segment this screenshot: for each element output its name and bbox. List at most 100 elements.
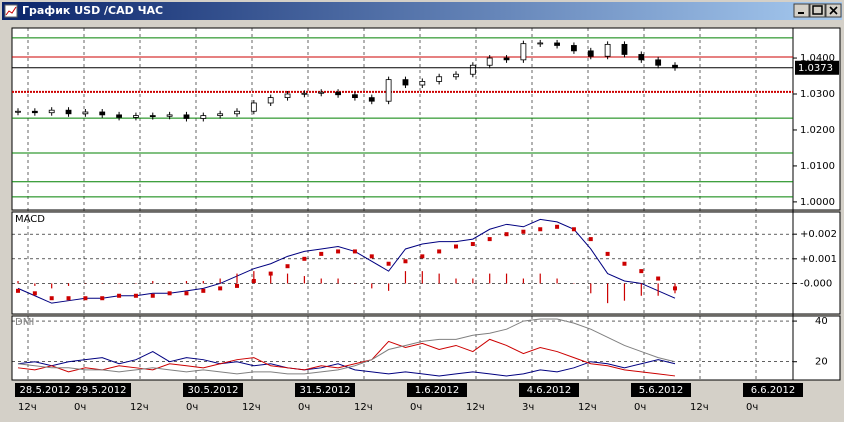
candle	[638, 54, 645, 61]
histogram-bar	[590, 283, 592, 294]
window-icon-line	[5, 6, 17, 16]
y-tick-label: 1.0300	[800, 89, 835, 100]
signal-dot	[352, 249, 357, 254]
y-tick-label: +0.001	[800, 254, 837, 265]
signal-dot	[403, 259, 408, 264]
candle	[65, 109, 72, 115]
last-price-label: 1.0373	[798, 63, 833, 74]
date-label: 5.6.2012	[639, 385, 684, 396]
histogram-bar	[539, 273, 541, 284]
title-bar	[2, 2, 842, 20]
date-label-box	[519, 383, 579, 397]
date-label-box	[15, 383, 75, 397]
candle	[571, 45, 577, 52]
y-tick-label: -0.000	[800, 278, 832, 289]
candle	[520, 43, 527, 61]
candle	[133, 115, 139, 118]
date-label: 1.6.2012	[415, 385, 460, 396]
signal-dot	[218, 286, 223, 291]
y-tick-label: 1.0400	[800, 53, 835, 64]
plot-layer	[12, 28, 793, 380]
candle	[402, 79, 409, 86]
signal-dot	[336, 249, 341, 254]
histogram-bar	[219, 278, 221, 284]
candle	[352, 94, 358, 99]
time-label: 12ч	[242, 402, 261, 413]
candle	[318, 91, 325, 94]
histogram-bar	[337, 278, 339, 284]
histogram-bar	[270, 273, 272, 284]
histogram-bar	[84, 283, 86, 284]
macd-line	[17, 218, 676, 304]
minimize-button[interactable]	[793, 3, 810, 18]
histogram-bar	[101, 283, 103, 284]
candle	[217, 113, 224, 116]
candle	[166, 114, 173, 117]
window-buttons[interactable]	[793, 3, 842, 18]
price-panel	[11, 27, 841, 211]
histogram-bar	[388, 283, 390, 291]
histogram-bar	[34, 283, 36, 286]
candle	[82, 111, 89, 115]
signal-dot	[319, 251, 324, 256]
panel-title: DMI	[15, 317, 34, 328]
signal-dot	[639, 269, 644, 274]
signal-dot	[184, 291, 189, 296]
time-label: 12ч	[690, 402, 709, 413]
signal-dot	[588, 237, 593, 242]
candle	[200, 115, 207, 119]
candle	[284, 93, 291, 99]
dmi-line	[17, 350, 676, 377]
histogram-bar	[623, 283, 626, 301]
signal-dot	[32, 291, 37, 296]
candle	[335, 91, 341, 96]
signal-dot	[133, 293, 138, 298]
candle	[621, 43, 628, 55]
candle	[469, 64, 476, 75]
histogram-bar	[253, 271, 255, 284]
date-label: 31.5.2012	[300, 385, 351, 396]
candle	[436, 76, 443, 82]
date-label: 6.6.2012	[751, 385, 796, 396]
time-label: 0ч	[298, 402, 310, 413]
histogram-bar	[135, 283, 137, 284]
time-label: 0ч	[74, 402, 86, 413]
time-label: 0ч	[746, 402, 758, 413]
panel-title: MACD	[15, 214, 45, 225]
candle	[31, 110, 38, 114]
signal-dot	[470, 242, 475, 247]
histogram-bar	[185, 280, 188, 284]
histogram-bar	[674, 283, 676, 294]
date-label: 28.5.2012	[20, 385, 71, 396]
date-label-box	[407, 383, 467, 397]
histogram-bar	[404, 271, 407, 284]
signal-dot	[369, 254, 374, 259]
candle	[503, 57, 510, 61]
histogram-bar	[152, 280, 154, 284]
histogram-bar	[202, 280, 204, 284]
time-label: 12ч	[466, 402, 485, 413]
signal-dot	[235, 283, 239, 288]
dmi-line	[17, 318, 676, 375]
time-label: 0ч	[410, 402, 422, 413]
close-glyph	[829, 6, 838, 15]
dmi-line	[17, 338, 676, 377]
candle	[604, 43, 611, 57]
histogram-bar	[371, 283, 373, 289]
signal-dot	[49, 296, 54, 301]
signal-dot	[656, 276, 661, 281]
time-label: 12ч	[18, 402, 37, 413]
histogram-bar	[505, 273, 508, 284]
histogram-bar	[455, 278, 457, 284]
histogram-bar	[657, 283, 659, 296]
candle	[149, 115, 156, 117]
dmi-panel	[11, 315, 841, 381]
signal-dot	[437, 249, 442, 254]
y-tick-label: +0.002	[800, 229, 837, 240]
signal-dot	[83, 296, 88, 301]
window-icon	[4, 4, 18, 18]
date-label-box	[295, 383, 355, 397]
histogram-bar	[556, 278, 558, 284]
candle	[655, 59, 662, 66]
date-label: 30.5.2012	[188, 385, 239, 396]
